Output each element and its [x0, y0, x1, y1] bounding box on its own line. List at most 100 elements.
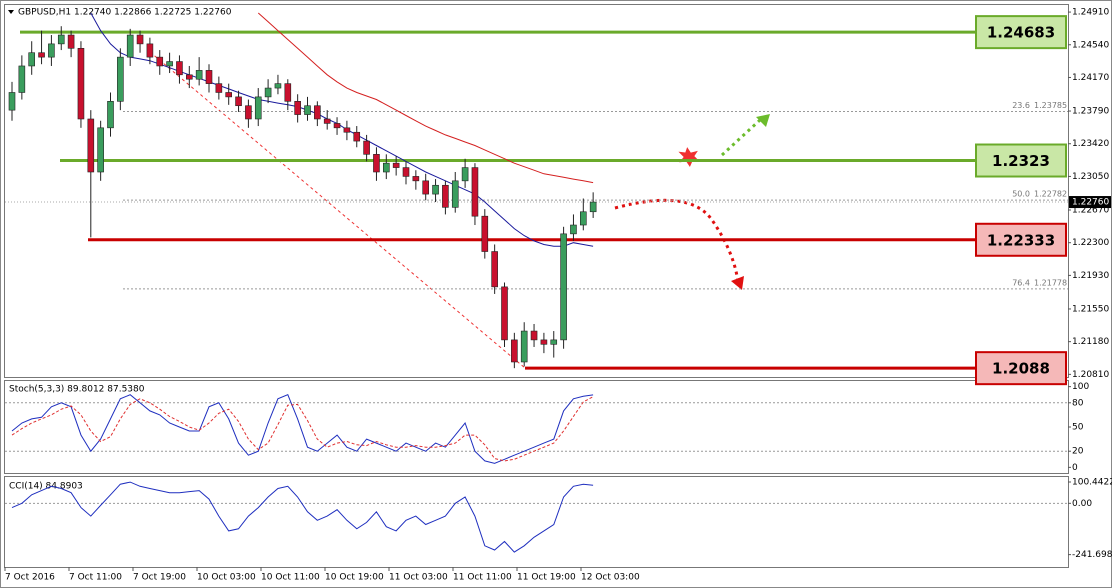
candle-body	[511, 339, 518, 363]
bear-arrow	[614, 198, 740, 283]
fib-price: 1.23785	[1034, 101, 1067, 110]
candle-body	[156, 56, 164, 67]
candle-body	[225, 92, 232, 98]
candle-body	[382, 162, 390, 173]
candle-body	[166, 61, 173, 67]
candle-body	[57, 34, 65, 45]
level-box	[975, 222, 1067, 257]
fib-level: 23.6	[1012, 101, 1030, 110]
candle-body	[363, 140, 370, 155]
main-panel	[4, 4, 1069, 378]
y-tick-label: -241.6983	[1072, 550, 1112, 560]
bull-arrow-head	[756, 114, 770, 127]
candle-body	[570, 224, 577, 235]
candle-body	[87, 118, 95, 173]
y-tick-label: 1.21180	[1072, 337, 1109, 347]
level-label: 1.2088	[992, 360, 1050, 378]
last-price-box	[1069, 196, 1111, 209]
bear-arrow-head	[731, 276, 744, 290]
bull-arrow	[720, 118, 762, 157]
candle-body	[186, 74, 193, 80]
candle-body	[432, 184, 439, 195]
x-tick-label: 10 Oct 11:00	[261, 573, 320, 583]
candle-body	[451, 180, 459, 208]
candle-body	[520, 330, 528, 363]
candle-body	[18, 65, 26, 93]
fib-price: 1.21778	[1034, 278, 1067, 287]
y-tick-label: 1.23790	[1072, 107, 1109, 117]
level-box	[975, 351, 1067, 386]
candle-body	[471, 167, 479, 217]
last-price-label: 1.22760	[1072, 198, 1109, 208]
candle-body	[8, 92, 16, 111]
candle-body	[48, 43, 55, 58]
candle-body	[235, 96, 242, 107]
candle-body	[491, 251, 498, 288]
candle-body	[67, 34, 75, 49]
candle-body	[481, 215, 489, 252]
y-tick-label: 100	[1072, 382, 1089, 392]
candle-body	[254, 96, 262, 120]
candle-body	[589, 201, 597, 213]
y-tick-label: 1.22300	[1072, 238, 1109, 248]
candle-body	[264, 87, 272, 98]
candle-body	[38, 52, 45, 58]
y-tick-label: 20	[1072, 447, 1084, 457]
candle-body	[353, 131, 361, 142]
y-tick-label: 0	[1072, 463, 1078, 473]
breakout-star	[675, 144, 703, 170]
x-tick-label: 11 Oct 19:00	[517, 573, 576, 583]
candle-body	[117, 56, 124, 102]
level-label: 1.24683	[987, 24, 1055, 42]
x-tick-label: 7 Oct 19:00	[133, 573, 186, 583]
x-tick-label: 11 Oct 11:00	[453, 573, 512, 583]
candle-body	[343, 127, 351, 133]
candle-body	[215, 83, 223, 93]
indicator-line	[11, 481, 594, 553]
indicator-line	[11, 394, 594, 464]
y-tick-label: 1.24540	[1072, 40, 1109, 50]
candle-body	[304, 105, 311, 115]
candle-body	[402, 167, 410, 177]
candle-body	[550, 339, 558, 345]
level-label: 1.22333	[987, 231, 1055, 249]
candle-body	[284, 83, 292, 102]
candle-body	[28, 52, 36, 67]
menu-triangle	[8, 10, 14, 14]
candle-body	[530, 330, 538, 341]
y-tick-label: 1.23050	[1072, 172, 1109, 182]
y-tick-label: 1.24910	[1072, 8, 1109, 18]
x-tick-label: 10 Oct 03:00	[197, 573, 256, 583]
trend-line	[149, 51, 526, 369]
y-tick-label: 1.20810	[1072, 370, 1109, 380]
fib-level: 50.0	[1012, 190, 1030, 199]
fib-level: 76.4	[1012, 278, 1030, 287]
candle-body	[176, 61, 183, 76]
candle-body	[126, 34, 134, 58]
x-tick-label: 7 Oct 11:00	[69, 573, 122, 583]
candle-body	[136, 34, 144, 45]
candle-body	[205, 70, 213, 84]
symbol-header: GBPUSD,H1 1.22740 1.22866 1.22725 1.2276…	[18, 8, 232, 18]
candle-body	[442, 184, 449, 208]
x-tick-label: 12 Oct 03:00	[581, 573, 640, 583]
y-tick-label: 50	[1072, 423, 1084, 433]
level-box	[975, 143, 1067, 178]
y-tick-label: 1.21550	[1072, 304, 1109, 314]
stoch-title: Stoch(5,3,3) 89.8012 87.5380	[9, 385, 145, 395]
candle-body	[579, 211, 587, 226]
candle-body	[333, 123, 341, 129]
y-tick-label: 1.21930	[1072, 271, 1109, 281]
candle-body	[373, 154, 380, 173]
y-tick-label: 1.22670	[1072, 205, 1109, 215]
fib-price: 1.22782	[1034, 190, 1067, 199]
level-label: 1.2323	[992, 152, 1050, 170]
x-tick-label: 11 Oct 03:00	[389, 573, 448, 583]
y-tick-label: 1.24170	[1072, 73, 1109, 83]
candle-body	[461, 167, 469, 182]
y-tick-label: 1.23420	[1072, 139, 1109, 149]
candle-body	[560, 233, 567, 341]
